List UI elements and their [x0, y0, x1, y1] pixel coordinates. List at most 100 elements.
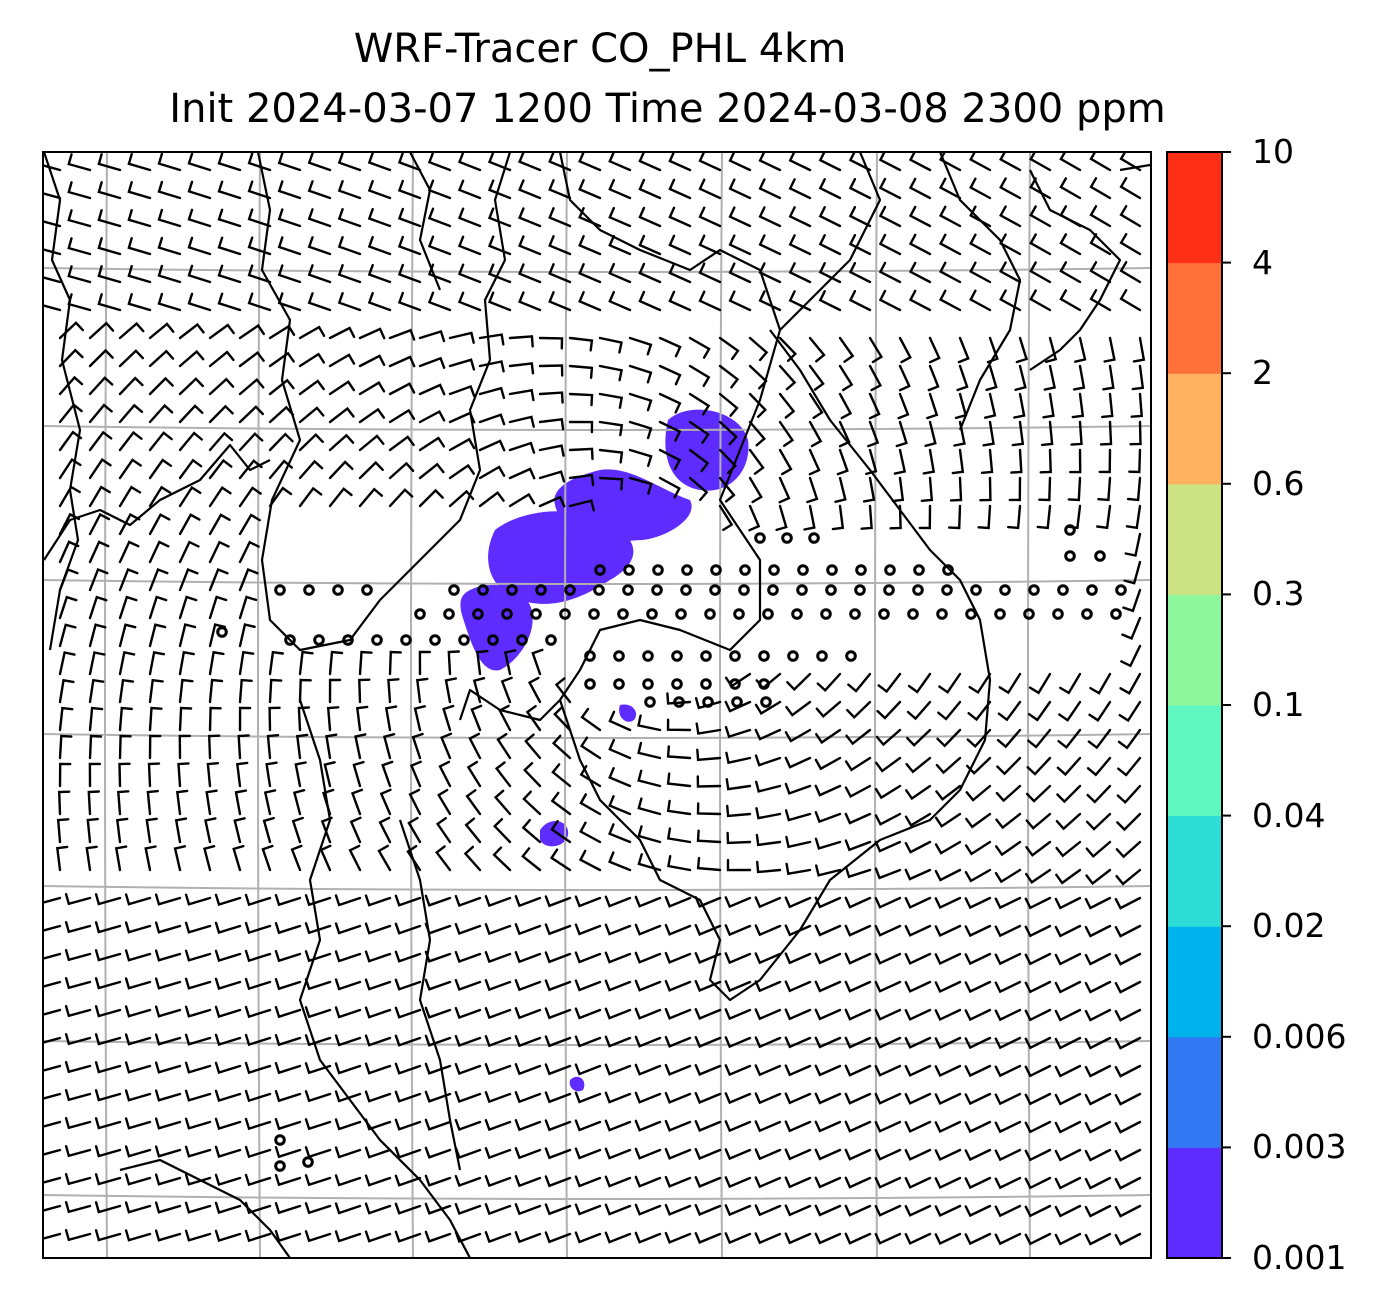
wind-barb — [295, 733, 309, 760]
calm-wind-marker — [883, 584, 895, 596]
wind-barb — [1114, 896, 1142, 910]
wind-barb — [484, 1175, 512, 1188]
wind-barb — [754, 1232, 782, 1245]
wind-barb — [994, 952, 1022, 966]
wind-barb — [964, 952, 992, 966]
wind-barb — [994, 924, 1022, 938]
calm-wind-marker — [845, 650, 857, 662]
wind-barb — [694, 1008, 722, 1020]
wind-barb — [1084, 1204, 1112, 1218]
wind-barb — [88, 485, 111, 508]
wind-barb — [904, 1120, 932, 1133]
wind-barb — [88, 706, 104, 732]
wind-barb — [294, 761, 307, 788]
wind-barb — [574, 1035, 602, 1048]
wind-barb — [208, 678, 224, 704]
wind-barb — [1054, 1036, 1082, 1050]
wind-barb — [1024, 1176, 1052, 1190]
wind-barb — [484, 1091, 512, 1104]
calm-wind-marker — [274, 1134, 286, 1146]
wind-barb — [124, 977, 152, 990]
calm-wind-marker — [303, 584, 315, 596]
wind-barb — [418, 650, 432, 676]
wind-barb — [604, 1007, 632, 1020]
wind-barb — [664, 1231, 692, 1244]
wind-barb — [307, 180, 332, 200]
wind-barb — [184, 1033, 212, 1046]
wind-barb — [554, 677, 572, 704]
wind-barb — [874, 924, 902, 937]
wind-barb — [244, 1173, 272, 1187]
wind-barb — [844, 1204, 872, 1217]
calm-wind-marker — [680, 584, 692, 596]
wind-barb — [184, 1061, 212, 1074]
wind-barb — [43, 896, 62, 904]
wind-barb — [187, 292, 212, 312]
wind-barb — [268, 378, 295, 396]
wind-barb — [394, 894, 422, 907]
wind-barb — [784, 728, 812, 743]
wind-barb — [724, 1232, 752, 1245]
wind-barb — [986, 336, 999, 364]
wind-barb — [818, 152, 842, 172]
wind-barb — [438, 760, 452, 788]
wind-barb — [1044, 336, 1058, 363]
wind-barb — [154, 1201, 182, 1214]
wind-barb — [862, 476, 876, 503]
wind-barb — [388, 328, 416, 341]
wind-barb — [904, 1092, 932, 1105]
wind-barb — [538, 336, 564, 350]
wind-barb — [454, 1006, 482, 1020]
wind-barb — [778, 392, 796, 419]
wind-barb — [238, 650, 255, 676]
wind-barb — [58, 457, 82, 480]
calm-wind-marker — [936, 608, 948, 620]
wind-barb — [94, 977, 122, 990]
wind-barb — [118, 403, 144, 424]
wind-barb — [187, 208, 212, 228]
wind-barb — [379, 788, 392, 816]
wind-barb — [274, 922, 302, 935]
wind-barb — [1114, 1092, 1142, 1106]
wind-barb — [927, 364, 940, 392]
wind-barb — [118, 376, 144, 396]
wind-barb — [1054, 1148, 1082, 1162]
wind-barb — [424, 1230, 452, 1243]
map-frame — [42, 151, 1152, 1259]
wind-barb — [814, 1204, 842, 1217]
wind-barb — [325, 733, 338, 760]
wind-barb — [724, 700, 752, 713]
colorbar-tick-label: 0.6 — [1252, 463, 1305, 503]
wind-barb — [377, 844, 392, 872]
wind-barb — [67, 153, 92, 172]
wind-barb — [244, 1033, 272, 1047]
wind-barb — [628, 476, 653, 495]
wind-barb — [88, 403, 113, 424]
wind-barb — [274, 978, 302, 991]
wind-barb — [574, 895, 602, 908]
calm-wind-marker — [564, 584, 576, 596]
calm-wind-marker — [1094, 550, 1106, 562]
wind-barb — [785, 700, 812, 717]
wind-barb — [1042, 392, 1055, 419]
wind-barb — [598, 392, 624, 409]
wind-barb — [397, 152, 422, 172]
calm-wind-marker — [623, 564, 635, 576]
wind-barb — [875, 756, 902, 773]
wind-barb — [244, 1201, 272, 1215]
wind-barb — [579, 821, 602, 844]
wind-barb — [378, 816, 392, 844]
calm-wind-marker — [652, 564, 664, 576]
wind-barb — [478, 333, 505, 346]
wind-barb — [1130, 392, 1143, 418]
calm-wind-marker — [332, 584, 344, 596]
wind-barb — [424, 1006, 452, 1019]
wind-barb — [934, 1232, 962, 1245]
wind-barb — [348, 844, 362, 872]
wind-barb — [695, 722, 722, 735]
wind-barb — [496, 732, 512, 760]
wind-barb — [148, 734, 162, 760]
wind-barb — [865, 448, 878, 476]
calm-wind-marker — [912, 584, 924, 596]
wind-barb — [718, 476, 736, 503]
